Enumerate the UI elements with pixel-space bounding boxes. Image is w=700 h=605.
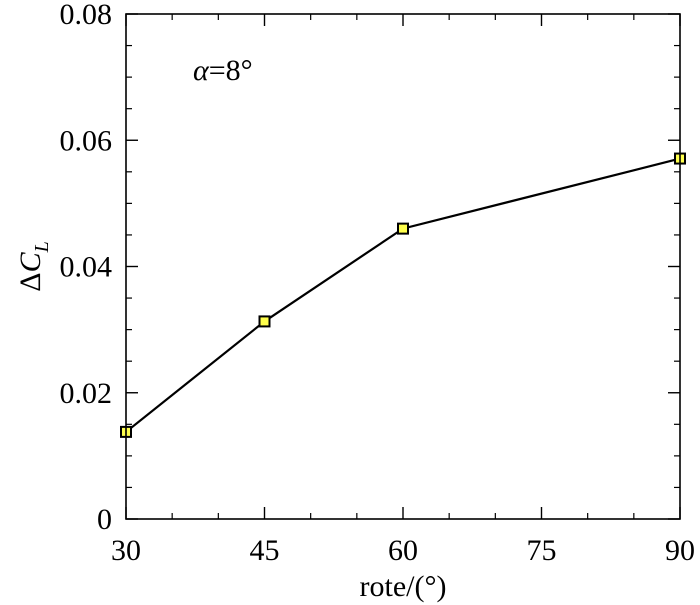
x-tick-label: 90 bbox=[665, 534, 695, 567]
data-point-marker bbox=[258, 315, 271, 328]
x-tick-label: 60 bbox=[388, 534, 418, 567]
series-line bbox=[125, 157, 681, 433]
y-tick-label: 0 bbox=[97, 503, 112, 536]
y-tick-label: 0.02 bbox=[60, 377, 113, 410]
alpha-symbol: α bbox=[193, 54, 210, 87]
y-tick-labels: 0 0.02 0.04 0.06 0.08 bbox=[60, 0, 113, 536]
x-tick-label: 75 bbox=[527, 534, 557, 567]
plot-area-frame bbox=[125, 13, 681, 520]
y-axis-title-delta: Δ bbox=[14, 272, 47, 291]
x-tick-label: 30 bbox=[111, 534, 141, 567]
y-axis-title-main: C bbox=[14, 251, 47, 272]
y-axis-title: ΔCL bbox=[14, 241, 53, 291]
alpha-value: =8° bbox=[209, 54, 253, 87]
minor-ticks bbox=[126, 14, 680, 519]
x-tick-labels: 30 45 60 75 90 bbox=[111, 534, 695, 567]
alpha-annotation: α=8° bbox=[193, 54, 253, 87]
x-tick-label: 45 bbox=[250, 534, 280, 567]
x-axis-title: rote/(°) bbox=[360, 570, 447, 603]
y-tick-label: 0.08 bbox=[60, 0, 113, 31]
y-axis-title-subscript: L bbox=[31, 241, 53, 253]
major-ticks bbox=[125, 13, 681, 520]
y-tick-label: 0.04 bbox=[60, 251, 113, 284]
series-layer bbox=[120, 152, 686, 438]
y-tick-label: 0.06 bbox=[60, 124, 113, 157]
data-point-marker bbox=[397, 222, 409, 235]
